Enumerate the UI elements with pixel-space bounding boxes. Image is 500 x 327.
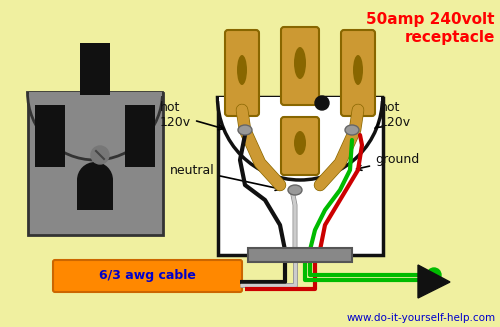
- Ellipse shape: [353, 55, 363, 85]
- FancyBboxPatch shape: [281, 27, 319, 105]
- Bar: [77, 180, 113, 210]
- Wedge shape: [218, 97, 382, 180]
- Text: 6/3 awg cable: 6/3 awg cable: [99, 269, 196, 283]
- Ellipse shape: [345, 125, 359, 135]
- Ellipse shape: [288, 185, 302, 195]
- Ellipse shape: [237, 55, 247, 85]
- FancyBboxPatch shape: [53, 260, 242, 292]
- FancyBboxPatch shape: [225, 30, 259, 116]
- Bar: [125, 105, 155, 167]
- Text: ground: ground: [356, 153, 419, 170]
- Bar: [219, 96, 382, 100]
- Text: hot
120v: hot 120v: [375, 101, 411, 129]
- Bar: [248, 248, 352, 262]
- Text: receptacle: receptacle: [404, 30, 495, 45]
- Text: neutral: neutral: [170, 164, 280, 190]
- Bar: [28, 93, 162, 235]
- Wedge shape: [28, 93, 162, 160]
- Text: hot
120v: hot 120v: [160, 101, 224, 130]
- Wedge shape: [77, 162, 113, 180]
- Bar: [28, 92, 162, 95]
- Circle shape: [427, 268, 441, 282]
- Ellipse shape: [238, 125, 252, 135]
- FancyBboxPatch shape: [341, 30, 375, 116]
- Circle shape: [315, 96, 329, 110]
- Polygon shape: [418, 265, 450, 298]
- Bar: [80, 43, 110, 95]
- Bar: [218, 97, 382, 255]
- Ellipse shape: [294, 47, 306, 79]
- Text: www.do-it-yourself-help.com: www.do-it-yourself-help.com: [347, 313, 496, 323]
- Ellipse shape: [294, 131, 306, 155]
- Text: 50amp 240volt: 50amp 240volt: [366, 12, 495, 27]
- Bar: [35, 105, 65, 167]
- FancyBboxPatch shape: [281, 117, 319, 175]
- Circle shape: [91, 146, 109, 164]
